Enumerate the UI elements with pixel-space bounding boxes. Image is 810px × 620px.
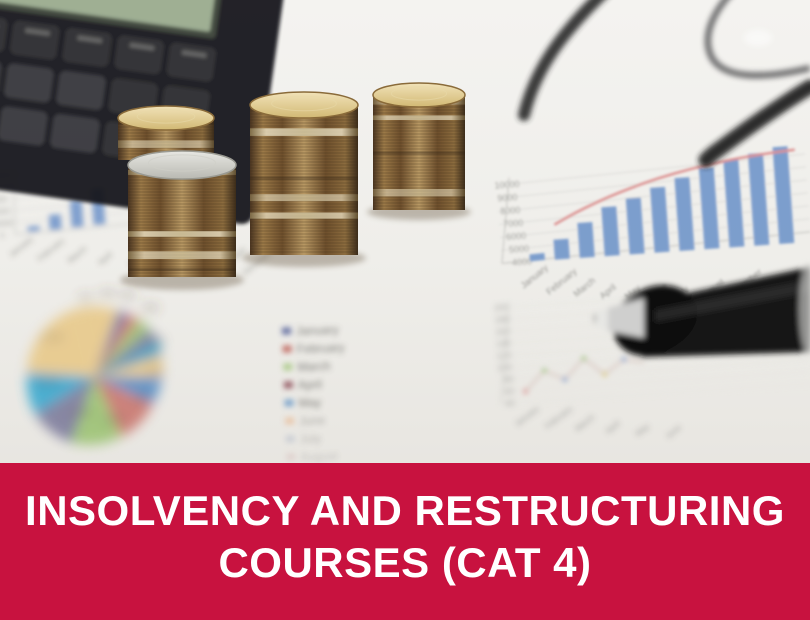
svg-text:0: 0 bbox=[0, 231, 5, 240]
svg-text:2%: 2% bbox=[100, 289, 115, 301]
svg-text:March: March bbox=[66, 244, 89, 265]
svg-text:March: March bbox=[571, 275, 597, 299]
svg-text:140: 140 bbox=[496, 338, 512, 349]
svg-text:8%: 8% bbox=[135, 393, 150, 405]
svg-text:6000: 6000 bbox=[506, 231, 527, 242]
svg-text:4%: 4% bbox=[120, 290, 135, 302]
svg-text:August: August bbox=[300, 449, 338, 463]
svg-text:5.5%: 5.5% bbox=[69, 408, 93, 421]
svg-text:200: 200 bbox=[494, 302, 510, 313]
svg-text:4000: 4000 bbox=[0, 219, 14, 229]
svg-text:April: April bbox=[96, 250, 114, 267]
svg-text:8000: 8000 bbox=[500, 205, 521, 216]
svg-text:June: June bbox=[299, 413, 326, 428]
svg-text:10%: 10% bbox=[103, 414, 124, 426]
svg-text:April: April bbox=[603, 419, 621, 436]
svg-text:10000: 10000 bbox=[494, 179, 520, 191]
svg-text:40: 40 bbox=[505, 398, 516, 409]
svg-text:July: July bbox=[300, 431, 322, 446]
svg-text:January: January bbox=[513, 404, 541, 429]
svg-text:17%: 17% bbox=[41, 332, 62, 344]
svg-text:January: January bbox=[296, 323, 339, 338]
svg-text:February: February bbox=[36, 236, 67, 263]
svg-text:80: 80 bbox=[504, 374, 515, 385]
svg-text:June: June bbox=[664, 423, 684, 441]
svg-text:January: January bbox=[7, 234, 35, 259]
svg-text:February: February bbox=[543, 404, 574, 431]
svg-text:March: March bbox=[297, 359, 331, 374]
svg-text:8.5%: 8.5% bbox=[36, 377, 60, 390]
svg-text:160: 160 bbox=[495, 326, 511, 337]
svg-text:6000: 6000 bbox=[0, 207, 11, 217]
svg-text:60: 60 bbox=[504, 386, 515, 397]
svg-text:6%: 6% bbox=[150, 336, 165, 348]
svg-text:April: April bbox=[598, 282, 618, 301]
svg-text:100: 100 bbox=[497, 362, 513, 373]
svg-text:May: May bbox=[298, 395, 321, 410]
svg-text:1%: 1% bbox=[78, 293, 93, 305]
svg-text:April: April bbox=[298, 377, 322, 392]
svg-text:5%: 5% bbox=[143, 303, 158, 315]
svg-text:7%: 7% bbox=[148, 366, 163, 378]
svg-text:5000: 5000 bbox=[509, 243, 530, 254]
svg-text:March: March bbox=[573, 413, 596, 434]
svg-text:February: February bbox=[296, 340, 344, 356]
svg-text:May: May bbox=[634, 422, 651, 438]
svg-text:9000: 9000 bbox=[0, 195, 8, 205]
